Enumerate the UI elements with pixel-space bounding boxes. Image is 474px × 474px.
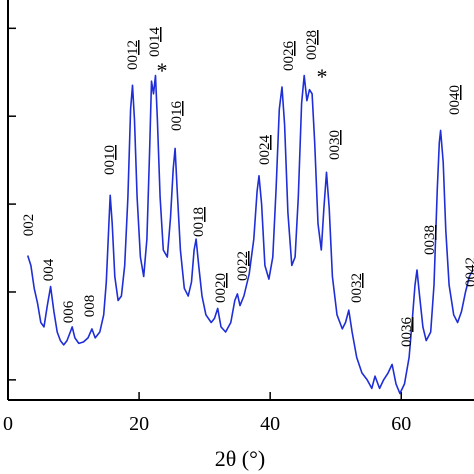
peak-label-index: 30 [327,130,343,145]
peak-label: 008 [82,295,98,318]
peak-label: 0038 [422,225,438,255]
peak-label-index: 42 [463,257,474,272]
peak-label: 0026 [281,41,297,72]
peak-label-base: 00 [235,266,251,281]
peak-label: 0024 [257,135,273,166]
xrd-line [26,74,474,395]
peak-label-base: 008 [82,295,98,318]
peak-label: 0016 [169,101,185,132]
asterisk: * [317,64,328,89]
peak-label-base: 00 [349,288,365,303]
x-tick-label: 60 [391,413,411,435]
peak-label: 0042 [463,257,474,287]
peak-label: 0018 [191,207,207,237]
asterisk: * [157,58,168,83]
peak-label-base: 004 [41,258,57,281]
peak-label-index: 38 [422,225,438,240]
peak-label-index: 10 [102,145,118,160]
x-tick-label: 20 [129,413,149,435]
peak-label-index: 24 [257,135,273,151]
peak-label-base: 00 [281,56,297,71]
peak-label-base: 00 [327,145,343,160]
peak-label-base: 006 [61,300,77,323]
peak-label-index: 32 [349,273,365,288]
peak-label-base: 00 [213,288,229,303]
peak-label-index: 14 [147,27,163,43]
peak-label-index: 12 [125,40,141,55]
peak-label-base: 00 [304,45,320,60]
peak-label: 002 [21,214,37,237]
peak-label: 0022 [235,251,251,281]
x-tick-label: 40 [260,413,280,435]
peak-label-base: 00 [191,222,207,237]
peak-label-index: 16 [169,101,185,117]
peak-label-base: 00 [399,332,415,347]
peak-label: 0020 [213,273,229,303]
peak-label-base: 00 [422,240,438,255]
peak-label: 0014 [147,27,163,58]
peak-label: 0036 [399,317,415,348]
peak-label: 006 [61,300,77,323]
peak-label-base: 002 [21,214,37,237]
peak-label-index: 36 [399,317,415,333]
peak-label-base: 00 [125,55,141,70]
peak-label-base: 00 [447,100,463,115]
peak-label-index: 40 [447,85,463,100]
x-axis-label: 2θ (°) [215,446,266,471]
peak-label-index: 28 [304,30,320,45]
peak-label: 004 [41,258,57,281]
peak-label: 0028 [304,30,320,60]
peak-label-index: 20 [213,273,229,288]
peak-label-base: 00 [169,116,185,131]
peak-label-index: 26 [281,41,297,57]
peak-label-base: 00 [257,150,273,165]
x-tick-label: 0 [3,413,13,435]
peak-label: 0010 [102,145,118,175]
peak-label-base: 00 [102,160,118,175]
peak-label: 0030 [327,130,343,160]
peak-label-base: 00 [147,42,163,57]
peak-label: 0032 [349,273,365,303]
peak-label-base: 00 [463,272,474,287]
peak-label-index: 22 [235,251,251,266]
peak-label-index: 18 [191,207,207,222]
peak-label: 0012 [125,40,141,70]
peak-label: 0040 [447,85,463,115]
